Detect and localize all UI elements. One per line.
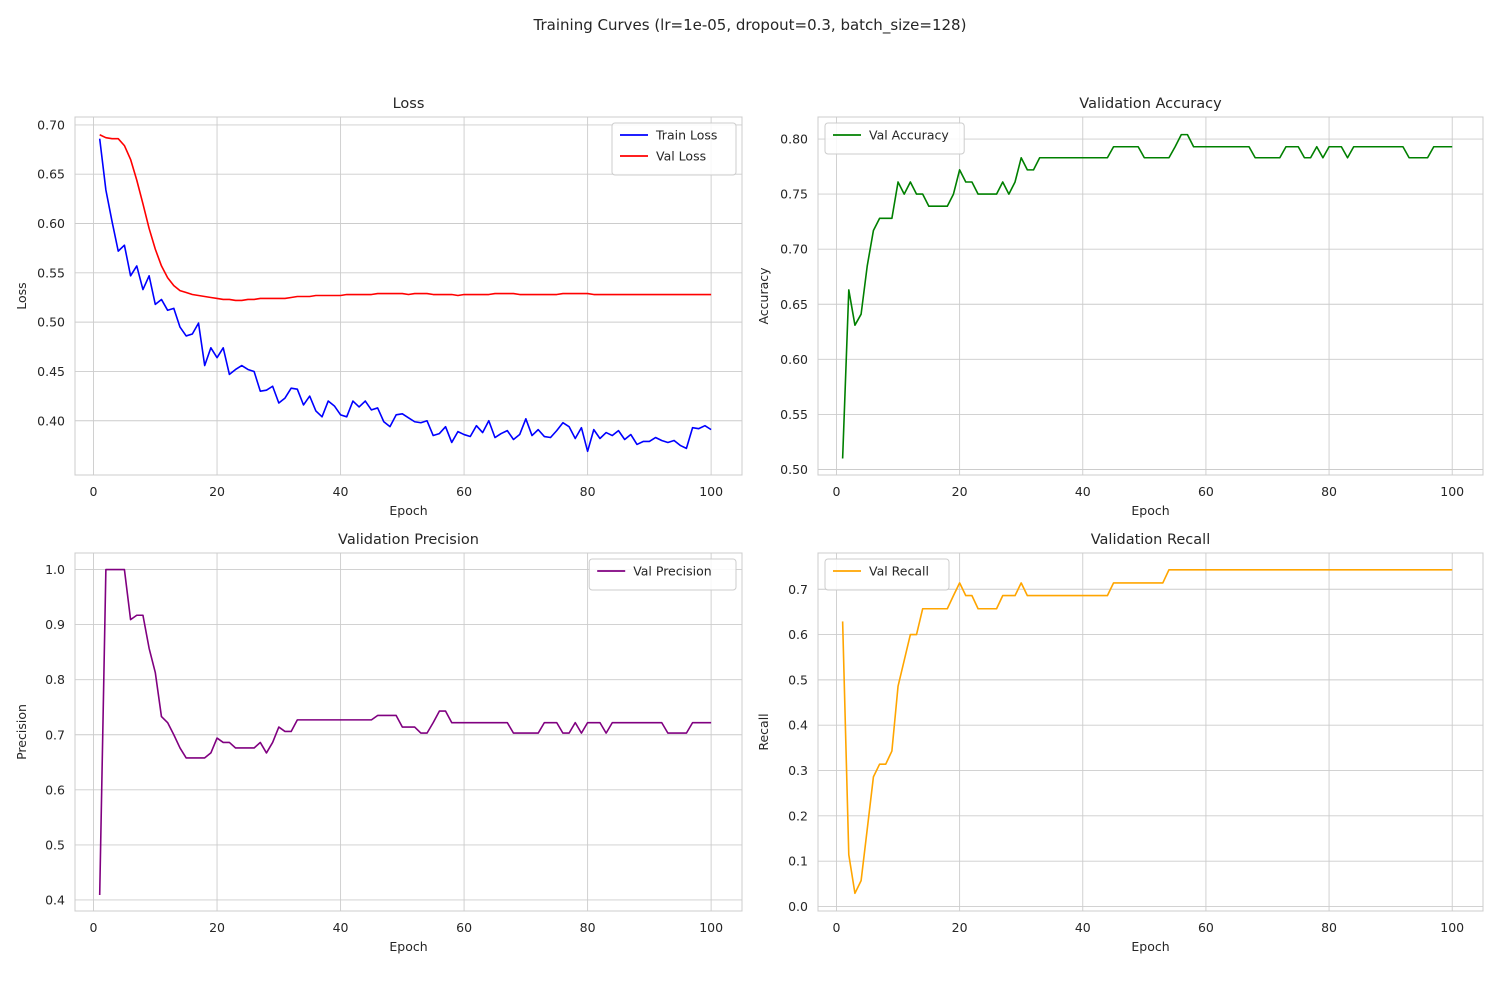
plot-area	[75, 553, 742, 911]
legend-box	[611, 122, 737, 176]
x-tick-label: 80	[1321, 484, 1337, 499]
y-tick-label: 0.8	[45, 672, 65, 687]
series-line-val-recall	[841, 568, 1453, 895]
x-tick-label: 80	[580, 920, 596, 935]
x-tick-label: 60	[456, 484, 472, 499]
y-tick-label: 0.70	[780, 242, 808, 257]
plot-frame	[74, 552, 743, 912]
x-tick-label: 0	[832, 920, 840, 935]
y-tick-label: 0.55	[37, 265, 65, 280]
plot-frame	[817, 116, 1484, 476]
x-tick-label: 40	[1075, 920, 1091, 935]
legend: Val Accuracy	[824, 122, 965, 155]
y-tick-label: 0.60	[780, 352, 808, 367]
series-line-val-accuracy	[841, 133, 1453, 459]
subplot-title: Loss	[393, 96, 425, 112]
y-tick-label: 0.65	[780, 297, 808, 312]
y-tick-label: 0.6	[45, 782, 65, 797]
x-tick-label: 60	[456, 920, 472, 935]
legend-label: Val Precision	[633, 564, 711, 579]
plot-area	[75, 117, 742, 475]
legend-box	[824, 558, 950, 591]
y-tick-label: 0.9	[45, 617, 65, 632]
plot-area	[818, 553, 1483, 911]
x-tick-label: 0	[90, 920, 98, 935]
subplot-2: 0 20 40 60 80 100 0.50 0.55 0.60 0.65 0.70 0.75 0.80…	[756, 96, 1484, 518]
legend: Val Recall	[824, 558, 950, 591]
y-tick-label: 1.0	[45, 562, 65, 577]
series-line-train-loss	[98, 138, 712, 453]
x-tick-label: 40	[333, 484, 349, 499]
y-tick-label: 0.5	[45, 837, 65, 852]
x-tick-label: 40	[1075, 484, 1091, 499]
legend-label: Train Loss	[655, 128, 717, 143]
x-tick-label: 0	[832, 484, 840, 499]
legend: Val Precision	[588, 558, 737, 591]
legend-box	[588, 558, 737, 591]
y-tick-label: 0.5	[788, 672, 808, 687]
y-axis-label: Loss	[14, 282, 29, 309]
series-line-val-loss	[99, 134, 712, 302]
plot-area	[818, 117, 1483, 475]
plot-frame	[817, 552, 1484, 912]
x-tick-label: 60	[1198, 920, 1214, 935]
y-tick-label: 0.7	[45, 727, 65, 742]
x-tick-label: 100	[699, 920, 723, 935]
plot-frame	[74, 116, 743, 476]
y-tick-label: 0.3	[788, 763, 808, 778]
x-tick-label: 100	[699, 484, 723, 499]
legend-box	[824, 122, 965, 155]
x-axis-label: Epoch	[1131, 503, 1169, 518]
subplot-3: 0 20 40 60 80 100 0.4 0.5 0.6 0.7 0.8 0.9 1.0 Validat…	[14, 532, 743, 954]
x-tick-label: 80	[1321, 920, 1337, 935]
x-tick-label: 60	[1198, 484, 1214, 499]
subplot-title: Validation Accuracy	[1079, 96, 1222, 112]
x-tick-label: 100	[1440, 920, 1464, 935]
y-tick-label: 0.50	[780, 462, 808, 477]
x-axis-label: Epoch	[389, 503, 427, 518]
subplot-4: 0 20 40 60 80 100 0.0 0.1 0.2 0.3 0.4 0.5 0.6 0.7 Vali…	[756, 532, 1484, 954]
y-tick-label: 0.55	[780, 407, 808, 422]
y-tick-label: 0.70	[37, 117, 65, 132]
subplot-title: Validation Precision	[338, 532, 479, 548]
x-tick-label: 100	[1440, 484, 1464, 499]
y-tick-label: 0.4	[45, 892, 65, 907]
x-tick-label: 40	[333, 920, 349, 935]
legend-label: Val Loss	[656, 149, 706, 164]
x-tick-label: 20	[952, 484, 968, 499]
subplot-1: 0 20 40 60 80 100 0.40 0.45 0.50 0.55 0.60 0.65 0.70…	[14, 96, 743, 518]
y-axis-label: Accuracy	[756, 267, 771, 325]
x-axis-label: Epoch	[389, 939, 427, 954]
x-axis-label: Epoch	[1131, 939, 1169, 954]
series-line-val-precision	[98, 568, 712, 896]
y-tick-label: 0.2	[788, 808, 808, 823]
y-tick-label: 0.75	[780, 187, 808, 202]
x-tick-label: 80	[580, 484, 596, 499]
y-axis-label: Precision	[14, 704, 29, 760]
subplot-title: Validation Recall	[1091, 532, 1210, 548]
legend: Train Loss Val Loss	[611, 122, 737, 176]
y-tick-label: 0.65	[37, 167, 65, 182]
y-tick-label: 0.0	[788, 899, 808, 914]
x-tick-label: 20	[952, 920, 968, 935]
y-tick-label: 0.1	[788, 854, 808, 869]
x-tick-label: 0	[90, 484, 98, 499]
y-tick-label: 0.60	[37, 216, 65, 231]
legend-label: Val Recall	[869, 564, 929, 579]
y-tick-label: 0.6	[788, 627, 808, 642]
legend-label: Val Accuracy	[869, 128, 949, 143]
x-tick-label: 20	[209, 920, 225, 935]
y-tick-label: 0.50	[37, 315, 65, 330]
y-tick-label: 0.80	[780, 132, 808, 147]
y-axis-label: Recall	[756, 713, 771, 750]
y-tick-label: 0.40	[37, 413, 65, 428]
y-tick-label: 0.45	[37, 364, 65, 379]
y-tick-label: 0.4	[788, 718, 808, 733]
x-tick-label: 20	[209, 484, 225, 499]
y-tick-label: 0.7	[788, 582, 808, 597]
figure-suptitle: Training Curves (lr=1e-05, dropout=0.3, …	[533, 16, 967, 34]
